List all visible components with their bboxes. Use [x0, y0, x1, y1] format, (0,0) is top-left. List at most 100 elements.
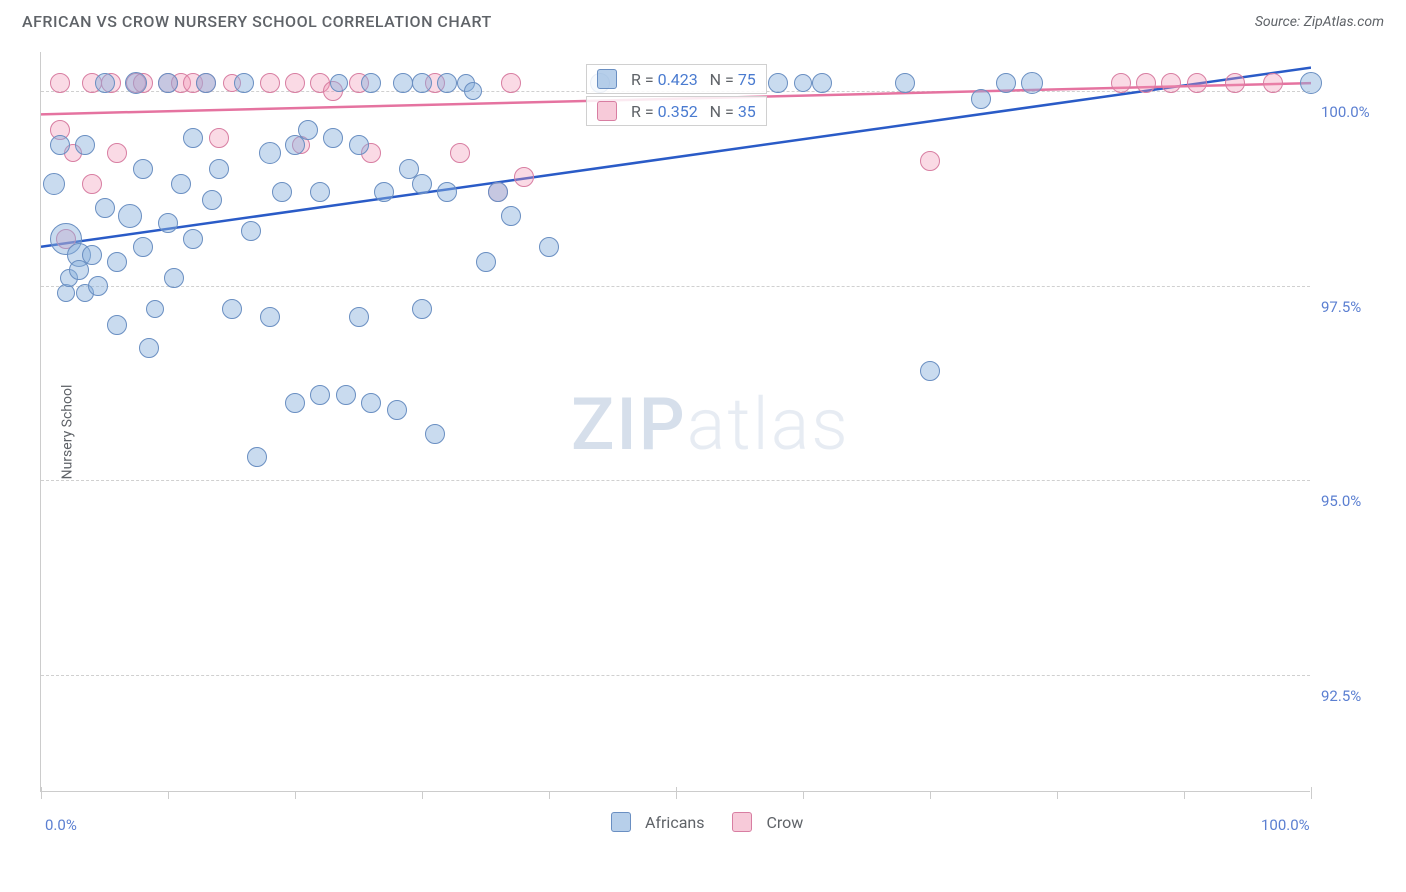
x-tick	[676, 787, 677, 799]
legend-item-crow: Crow	[732, 812, 803, 832]
legend-stats-text: R = 0.423 N = 75	[631, 70, 756, 89]
scatter-point-africans	[183, 128, 203, 148]
x-tick	[930, 791, 931, 799]
x-tick	[1057, 791, 1058, 799]
x-tick	[549, 791, 550, 799]
gridline-h	[41, 675, 1310, 676]
scatter-point-africans	[374, 182, 394, 202]
scatter-point-africans	[971, 89, 991, 109]
scatter-point-africans	[412, 73, 432, 93]
scatter-point-africans	[133, 237, 153, 257]
scatter-point-africans	[247, 447, 267, 467]
scatter-point-africans	[158, 213, 178, 233]
scatter-point-africans	[437, 73, 457, 93]
legend-stats-row-crow: R = 0.352 N = 35	[586, 96, 767, 126]
scatter-point-africans	[361, 73, 381, 93]
scatter-point-africans	[133, 159, 153, 179]
scatter-point-crow	[501, 73, 521, 93]
scatter-point-crow	[1187, 73, 1207, 93]
scatter-point-africans	[82, 245, 102, 265]
scatter-point-africans	[272, 182, 292, 202]
scatter-point-africans	[336, 385, 356, 405]
legend-swatch-africans	[597, 69, 617, 89]
scatter-point-africans	[209, 159, 229, 179]
scatter-point-africans	[812, 73, 832, 93]
scatter-point-africans	[125, 72, 147, 94]
scatter-point-africans	[464, 82, 482, 100]
scatter-point-africans	[349, 307, 369, 327]
scatter-point-crow	[1263, 73, 1283, 93]
scatter-point-africans	[412, 299, 432, 319]
scatter-point-africans	[118, 204, 142, 228]
scatter-point-africans	[895, 73, 915, 93]
scatter-point-africans	[107, 252, 127, 272]
x-tick	[422, 791, 423, 799]
scatter-point-africans	[501, 206, 521, 226]
scatter-point-africans	[1021, 72, 1043, 94]
scatter-point-crow	[260, 73, 280, 93]
scatter-point-africans	[920, 361, 940, 381]
scatter-point-crow	[82, 174, 102, 194]
watermark-zip: ZIP	[571, 382, 687, 467]
scatter-point-africans	[171, 174, 191, 194]
source-attribution: Source: ZipAtlas.com	[1255, 14, 1384, 30]
scatter-point-crow	[209, 128, 229, 148]
scatter-point-africans	[234, 73, 254, 93]
scatter-point-africans	[183, 229, 203, 249]
legend-label-crow: Crow	[766, 813, 803, 832]
scatter-point-africans	[107, 315, 127, 335]
scatter-point-crow	[1225, 73, 1245, 93]
scatter-point-crow	[920, 151, 940, 171]
watermark-atlas: atlas	[687, 382, 850, 467]
scatter-point-africans	[393, 73, 413, 93]
plot-area: ZIPatlas 92.5%95.0%97.5%100.0%0.0%100.0%…	[40, 52, 1310, 792]
legend-stats-text: R = 0.352 N = 35	[631, 102, 756, 121]
scatter-point-africans	[794, 74, 812, 92]
scatter-point-africans	[88, 276, 108, 296]
x-tick	[1311, 787, 1312, 799]
scatter-point-crow	[285, 73, 305, 93]
scatter-point-crow	[107, 143, 127, 163]
scatter-point-africans	[349, 135, 369, 155]
scatter-point-crow	[450, 143, 470, 163]
scatter-point-africans	[285, 393, 305, 413]
scatter-point-africans	[1300, 72, 1322, 94]
scatter-point-africans	[158, 73, 178, 93]
y-tick-label: 97.5%	[1321, 298, 1361, 316]
scatter-point-africans	[768, 73, 788, 93]
gridline-h	[41, 480, 1310, 481]
scatter-point-africans	[437, 182, 457, 202]
x-tick	[295, 791, 296, 799]
y-tick-label: 100.0%	[1321, 103, 1370, 121]
x-tick	[1184, 791, 1185, 799]
scatter-point-africans	[43, 173, 65, 195]
scatter-point-africans	[222, 299, 242, 319]
scatter-point-crow	[1111, 73, 1131, 93]
scatter-point-africans	[241, 221, 261, 241]
scatter-point-crow	[1161, 73, 1181, 93]
scatter-point-africans	[539, 237, 559, 257]
scatter-point-crow	[1136, 73, 1156, 93]
gridline-h	[41, 286, 1310, 287]
scatter-point-africans	[996, 73, 1016, 93]
x-tick-label: 0.0%	[45, 816, 77, 834]
scatter-point-africans	[476, 252, 496, 272]
x-tick	[41, 787, 42, 799]
legend-swatch-crow	[597, 101, 617, 121]
y-tick-label: 95.0%	[1321, 492, 1361, 510]
scatter-point-africans	[387, 400, 407, 420]
scatter-point-africans	[75, 135, 95, 155]
scatter-point-africans	[425, 424, 445, 444]
scatter-point-africans	[202, 190, 222, 210]
scatter-point-crow	[514, 167, 534, 187]
scatter-point-africans	[146, 300, 164, 318]
scatter-point-crow	[50, 73, 70, 93]
scatter-point-africans	[95, 198, 115, 218]
legend-swatch-africans	[611, 812, 631, 832]
scatter-point-africans	[310, 182, 330, 202]
scatter-point-africans	[259, 142, 281, 164]
bottom-legend: AfricansCrow	[611, 812, 803, 832]
scatter-point-africans	[57, 284, 75, 302]
scatter-point-africans	[95, 73, 115, 93]
watermark: ZIPatlas	[571, 382, 850, 467]
